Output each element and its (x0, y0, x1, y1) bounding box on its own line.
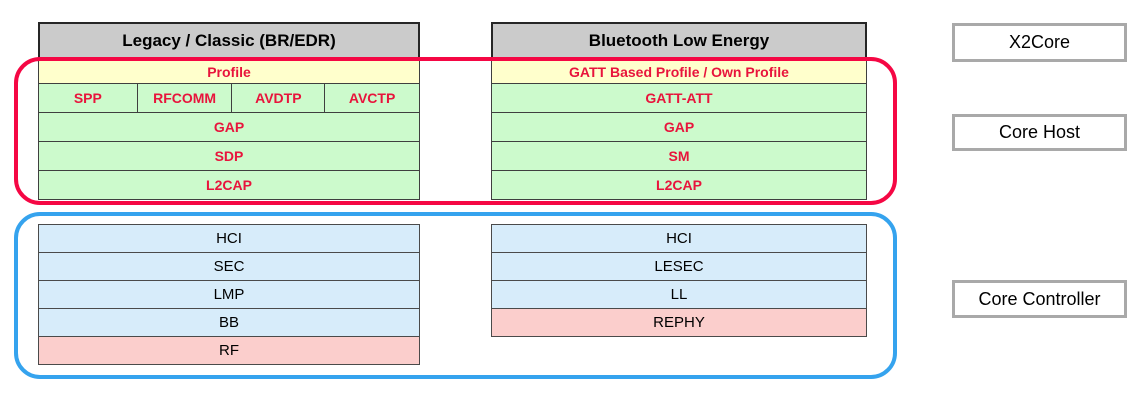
classic-profile-row: Profile (38, 59, 420, 84)
ble-controller-row-hci: HCI (491, 224, 867, 253)
classic-host-row-sdp: SDP (38, 141, 420, 171)
legend-core-host: Core Host (952, 114, 1127, 151)
classic-subprofile-spp: SPP (39, 84, 138, 112)
classic-host-row-l2cap: L2CAP (38, 170, 420, 200)
ble-column-header: Bluetooth Low Energy (491, 22, 867, 59)
classic-host-row-gap: GAP (38, 112, 420, 142)
classic-subprofile-rfcomm: RFCOMM (138, 84, 233, 112)
ble-host-stack: GATT Based Profile / Own Profile GATT-AT… (491, 59, 867, 200)
classic-controller-row-sec: SEC (38, 252, 420, 281)
classic-subprofile-row: SPP RFCOMM AVDTP AVCTP (38, 83, 420, 113)
ble-host-row-gatt-att: GATT-ATT (491, 83, 867, 113)
classic-column-header: Legacy / Classic (BR/EDR) (38, 22, 420, 59)
legend-core-controller: Core Controller (952, 280, 1127, 318)
classic-controller-row-bb: BB (38, 308, 420, 337)
ble-profile-row: GATT Based Profile / Own Profile (491, 59, 867, 84)
classic-controller-row-hci: HCI (38, 224, 420, 253)
ble-controller-row-lesec: LESEC (491, 252, 867, 281)
classic-controller-row-rf: RF (38, 336, 420, 365)
ble-host-row-gap: GAP (491, 112, 867, 142)
classic-host-stack: Profile SPP RFCOMM AVDTP AVCTP GAP SDP L… (38, 59, 420, 200)
classic-subprofile-avdtp: AVDTP (232, 84, 326, 112)
ble-controller-stack: HCI LESEC LL REPHY (491, 224, 867, 337)
ble-controller-row-rephy: REPHY (491, 308, 867, 337)
ble-host-row-l2cap: L2CAP (491, 170, 867, 200)
classic-controller-row-lmp: LMP (38, 280, 420, 309)
ble-controller-row-ll: LL (491, 280, 867, 309)
classic-subprofile-avctp: AVCTP (348, 90, 396, 106)
classic-controller-stack: HCI SEC LMP BB RF (38, 224, 420, 365)
legend-x2core: X2Core (952, 23, 1127, 62)
ble-host-row-sm: SM (491, 141, 867, 171)
